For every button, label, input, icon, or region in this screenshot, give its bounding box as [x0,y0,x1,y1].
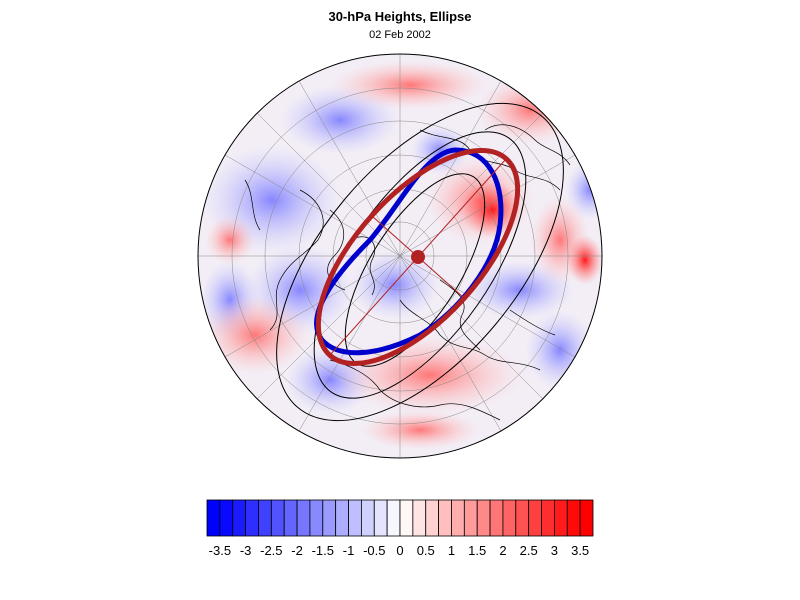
colorbar-tick-label: -3 [240,543,252,558]
colorbar-box [451,499,465,537]
colorbar-box [541,499,555,537]
colorbar-box [296,499,311,537]
colorbar-box [463,499,478,537]
ellipse-center-marker [411,250,425,264]
colorbar-box [245,499,259,537]
graticule [198,54,602,458]
colorbar-tick-label: 2 [499,543,506,558]
colorbar-tick-label: -2.5 [260,543,282,558]
colorbar-tick-label: 3.5 [571,543,589,558]
chart-title: 30-hPa Heights, Ellipse [328,9,472,24]
colorbar-box [438,499,452,537]
colorbar-box [412,499,427,537]
colorbar-box [270,499,285,537]
colorbar-box [528,499,542,537]
colorbar-box [425,499,440,537]
polar-map [197,53,603,459]
colorbar-box [283,499,298,537]
colorbar-box [360,499,375,537]
colorbar-tick-label: 0.5 [417,543,435,558]
colorbar-box [554,499,568,537]
colorbar-tick-label: 1.5 [468,543,486,558]
colorbar-tick-label: 2.5 [520,543,538,558]
colorbar-tick-label: -2 [291,543,303,558]
chart-subtitle: 02 Feb 2002 [369,29,431,41]
colorbar-tick-label: -1 [343,543,355,558]
observed-vortex-edge [314,147,504,356]
colorbar-box [348,499,362,537]
colorbar-box [566,499,581,537]
colorbar-tick-label: -1.5 [312,543,334,558]
fitted-ellipse [315,147,521,367]
colorbar-box [309,499,324,537]
colorbar-box [386,499,401,537]
colorbar-tick-label: 1 [448,543,455,558]
colorbar-tick-label: -3.5 [209,543,231,558]
colorbar-box [335,499,349,537]
map-boundary [197,53,603,459]
colorbar-box [502,499,517,537]
colorbar-box [515,499,530,537]
colorbar-box [322,499,337,537]
colorbar-box [399,499,414,537]
colorbar-box [489,499,504,537]
colorbar-box [258,499,272,537]
colorbar-box [579,499,594,537]
colorbar-tick-label: 3 [551,543,558,558]
colorbar-tick-label: -0.5 [363,543,385,558]
colorbar-box [219,499,234,537]
coastlines [244,124,571,421]
colorbar-box [232,499,247,537]
colorbar-box [373,499,388,537]
colorbar-box [476,499,491,537]
colorbar-box [206,499,221,537]
colorbar-tick-label: 0 [396,543,403,558]
